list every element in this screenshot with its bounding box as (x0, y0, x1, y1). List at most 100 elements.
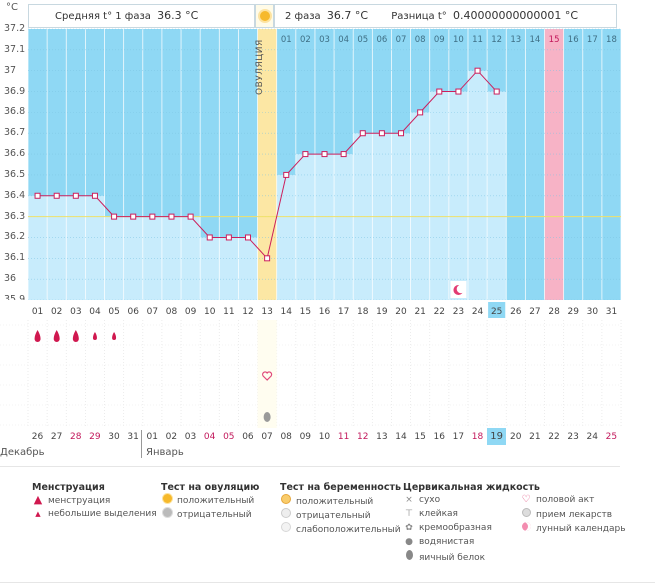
x-day-label: 14 (281, 307, 293, 317)
calendar-date[interactable]: 02 (165, 432, 178, 442)
temperature-point (34, 192, 41, 199)
temperature-point (206, 234, 213, 241)
calendar-date[interactable]: 12 (356, 432, 369, 442)
temperature-bar (28, 195, 48, 300)
phase2-day-label: 13 (510, 35, 521, 45)
pregnancy-positive-icon (280, 494, 292, 508)
ovulation-header (255, 4, 274, 28)
temperature-point (72, 192, 79, 199)
x-axis-band (0, 300, 622, 318)
legend-cervical-title: Цервикальная жидкость (403, 482, 540, 493)
x-day-label: 17 (338, 307, 349, 317)
calendar-date[interactable]: 16 (433, 432, 445, 442)
month-right: Январь (146, 447, 184, 458)
calendar-date[interactable]: 10 (318, 432, 331, 442)
calendar-date[interactable]: 11 (337, 432, 350, 442)
calendar-date[interactable]: 14 (395, 432, 407, 442)
x-day-label: 20 (395, 307, 407, 317)
x-day-label: 24 (472, 307, 484, 317)
temperature-point (340, 151, 347, 158)
phase2-day-label: 07 (396, 35, 407, 45)
phase2-value: 36.7 °C (326, 9, 369, 22)
x-day-label: 21 (414, 307, 425, 317)
legend-pregnancy-weak-label: слабоположительный (296, 525, 401, 535)
calendar-date[interactable]: 06 (242, 432, 254, 442)
calendar-date[interactable]: 17 (452, 432, 465, 442)
month-divider (141, 430, 142, 458)
calendar-date[interactable]: 04 (203, 432, 216, 442)
month-left: Декабрь (0, 447, 45, 458)
legend-ovulation-positive: положительный (161, 494, 254, 507)
calendar-date[interactable]: 07 (261, 432, 273, 442)
calendar-date[interactable]: 05 (223, 432, 235, 442)
calendar-date[interactable]: 09 (299, 432, 312, 442)
legend-cervical-sticky-label: клейкая (419, 509, 458, 519)
y-tick-label: 37 (4, 64, 17, 76)
x-day-label: 27 (529, 307, 540, 317)
unit-label: °C (6, 2, 18, 13)
calendar-date[interactable]: 21 (529, 432, 541, 442)
calendar-date[interactable]: 25 (605, 432, 618, 442)
calendar-date[interactable]: 08 (280, 432, 292, 442)
x-day-label: 18 (357, 307, 369, 317)
calendar-date[interactable]: 30 (108, 432, 120, 442)
calendar-date[interactable]: 31 (127, 432, 139, 442)
phase2-day-label: 02 (300, 35, 311, 45)
calendar-date[interactable]: 15 (414, 432, 426, 442)
calendar-date[interactable]: 24 (586, 432, 598, 442)
calendar-date[interactable]: 03 (184, 432, 197, 442)
calendar-date[interactable]: 20 (510, 432, 522, 442)
sticky-icon: ⊤ (405, 509, 413, 519)
temperature-bar (219, 237, 239, 300)
pregnancy-negative-icon (280, 508, 292, 522)
x-day-label: 13 (261, 307, 272, 317)
ovulation-column (257, 29, 277, 300)
temperature-point (149, 213, 156, 220)
phase1-label: Средняя t° 1 фаза (55, 11, 151, 22)
temperature-bar (467, 70, 488, 300)
x-day-label: 25 (491, 307, 502, 317)
legend-medicine-label: прием лекарств (536, 510, 613, 520)
x-day-label: 15 (300, 307, 311, 317)
y-tick-label: 36.7 (4, 127, 26, 139)
legend-pregnancy-negative-label: отрицательный (296, 511, 371, 521)
phase2-day-label: 03 (319, 35, 330, 45)
temperature-point (436, 88, 443, 95)
temperature-point (130, 213, 137, 220)
watery-icon: ● (405, 537, 413, 547)
x-day-label: 23 (453, 307, 464, 317)
small-drop-icon: ▲ (35, 510, 41, 518)
legend-sex: ♡ половой акт (520, 494, 595, 506)
legend-divider (0, 466, 620, 467)
x-day-label: 05 (108, 307, 119, 317)
legend-cervical-dry-label: сухо (419, 495, 441, 505)
calendar-date[interactable]: 26 (31, 432, 44, 442)
y-tick-label: 36.6 (4, 148, 26, 160)
legend-menstruation: ▲ менструация (32, 494, 111, 507)
calendar-date[interactable]: 22 (548, 432, 560, 442)
phase2-day-label: 15 (549, 35, 560, 45)
x-day-label: 04 (89, 307, 101, 317)
y-tick-label: 36 (4, 273, 17, 285)
calendar-date[interactable]: 23 (567, 432, 579, 442)
calendar-date[interactable]: 19 (487, 428, 507, 445)
calendar-date[interactable]: 29 (89, 432, 101, 442)
phase2-day-label: 17 (587, 35, 598, 45)
x-day-label: 26 (510, 307, 522, 317)
legend-ovulation-test-title: Тест на овуляцию (161, 482, 260, 493)
calendar-date[interactable]: 01 (146, 432, 158, 442)
y-tick-label: 36.2 (4, 231, 26, 243)
temperature-point (283, 171, 290, 178)
legend-medicine: прием лекарств (520, 508, 612, 521)
phase2-day-label: 10 (453, 35, 464, 45)
menstruation-icon (34, 330, 41, 342)
calendar-date[interactable]: 28 (70, 432, 82, 442)
calendar-date[interactable]: 18 (471, 432, 484, 442)
calendar-date[interactable]: 27 (50, 432, 63, 442)
legend-cervical-creamy: ✿ кремообразная (403, 522, 492, 534)
pill-icon (520, 508, 532, 521)
moon-icon (520, 522, 532, 535)
legend-cervical-creamy-label: кремообразная (419, 523, 492, 533)
calendar-date[interactable]: 13 (376, 432, 388, 442)
